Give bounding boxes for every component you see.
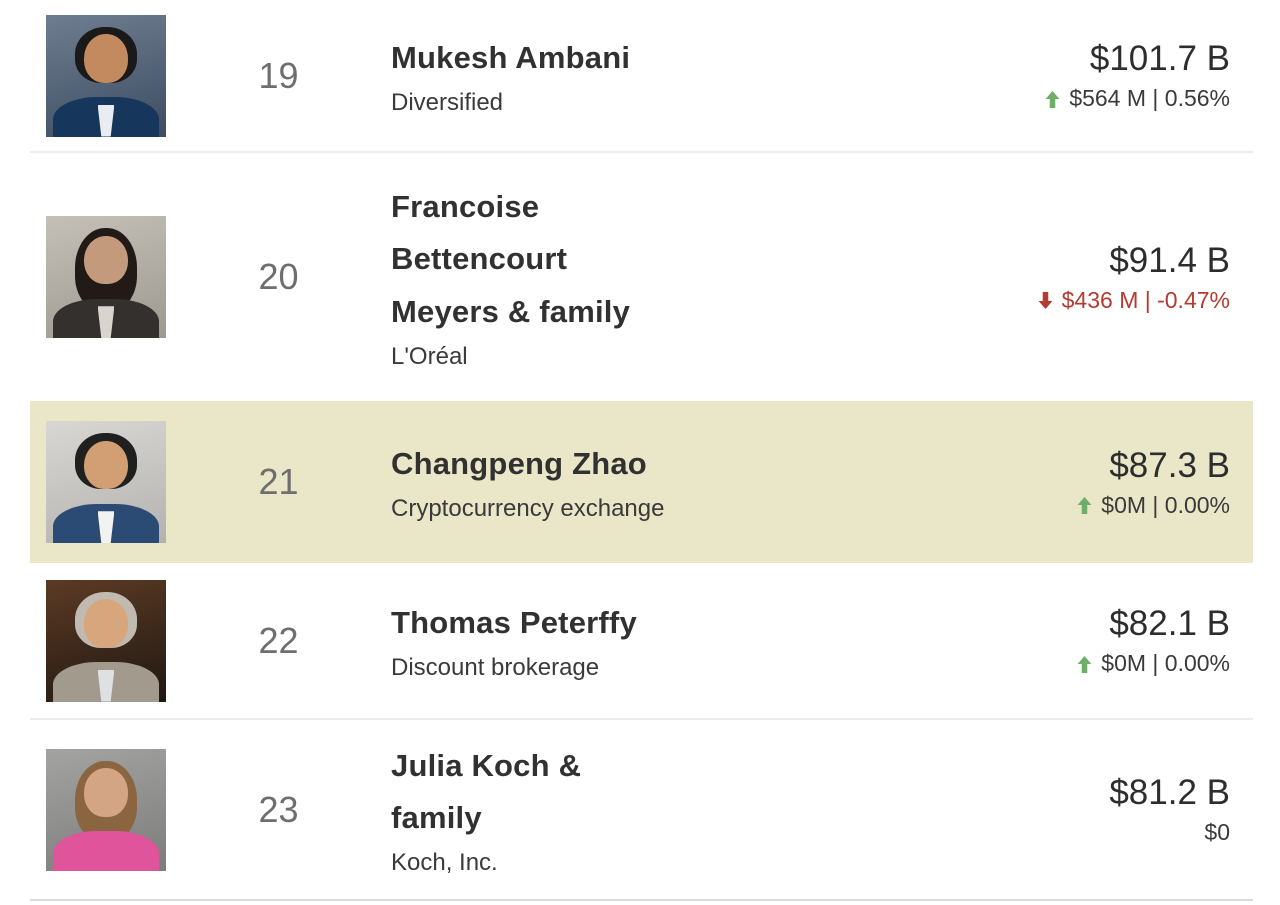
profile-photo <box>46 14 166 137</box>
person-info: Thomas Peterffy Discount brokerage <box>391 583 1077 698</box>
net-worth-change: $436 M | -0.47% <box>1038 287 1230 315</box>
change-text: $436 M | -0.47% <box>1061 286 1230 313</box>
wealth-source: Cryptocurrency exchange <box>391 495 665 523</box>
change-arrow-icon <box>1038 292 1053 309</box>
worth-block: $101.7 B $564 M | 0.56% <box>1045 38 1230 113</box>
profile-photo <box>46 421 166 543</box>
wealth-source: L'Oréal <box>391 342 468 370</box>
rank-number: 22 <box>258 619 299 661</box>
person-info: Changpeng Zhao Cryptocurrency exchange <box>391 424 1077 539</box>
worth-block: $87.3 B $0M | 0.00% <box>1077 445 1230 520</box>
portrait-shirt <box>97 838 115 871</box>
person-info: Julia Koch & family Koch, Inc. <box>391 726 1109 894</box>
portrait-face <box>84 768 128 817</box>
person-name[interactable]: Julia Koch & family <box>391 747 582 836</box>
change-text: $0M | 0.00% <box>1101 650 1230 677</box>
portrait-face <box>84 440 128 490</box>
profile-photo <box>46 579 166 702</box>
net-worth: $101.7 B <box>1089 39 1230 79</box>
portrait-shirt <box>97 511 115 543</box>
person-name[interactable]: Changpeng Zhao <box>391 446 647 482</box>
portrait-shirt <box>97 306 115 338</box>
profile-photo <box>46 748 166 871</box>
list-item-highlighted[interactable]: 21 Changpeng Zhao Cryptocurrency exchang… <box>30 401 1253 563</box>
billionaires-list: 19 Mukesh Ambani Diversified $101.7 B $5… <box>30 0 1253 901</box>
net-worth-change: $564 M | 0.56% <box>1045 85 1230 113</box>
change-text: $0 <box>1204 819 1230 846</box>
portrait-shirt <box>97 104 115 137</box>
net-worth: $81.2 B <box>1109 773 1230 813</box>
list-item[interactable]: 19 Mukesh Ambani Diversified $101.7 B $5… <box>30 0 1253 153</box>
worth-block: $91.4 B $436 M | -0.47% <box>1038 240 1230 315</box>
net-worth-change: $0M | 0.00% <box>1077 650 1230 678</box>
change-text: $0M | 0.00% <box>1101 491 1230 518</box>
net-worth: $82.1 B <box>1109 604 1230 644</box>
rank-number: 21 <box>258 461 299 502</box>
portrait-face <box>84 34 128 83</box>
net-worth-change: $0M | 0.00% <box>1077 492 1230 520</box>
net-worth: $87.3 B <box>1109 445 1230 485</box>
wealth-source: Diversified <box>391 88 504 116</box>
person-name[interactable]: Thomas Peterffy <box>391 604 637 640</box>
list-item[interactable]: 23 Julia Koch & family Koch, Inc. $81.2 … <box>30 720 1253 901</box>
net-worth: $91.4 B <box>1109 240 1230 280</box>
list-item[interactable]: 22 Thomas Peterffy Discount brokerage $8… <box>30 563 1253 720</box>
portrait-face <box>84 599 128 648</box>
change-arrow-icon <box>1045 90 1060 108</box>
change-arrow-icon <box>1077 497 1092 514</box>
rank-number: 23 <box>258 788 299 830</box>
change-arrow-icon <box>1077 655 1092 673</box>
wealth-source: Koch, Inc. <box>391 848 498 876</box>
worth-block: $81.2 B $0 <box>1109 772 1230 847</box>
net-worth-change: $0 <box>1109 819 1230 847</box>
rank-number: 20 <box>258 256 299 297</box>
portrait-face <box>84 235 128 285</box>
list-item[interactable]: 20 Francoise Bettencourt Meyers & family… <box>30 153 1253 401</box>
person-name[interactable]: Mukesh Ambani <box>391 39 631 75</box>
change-text: $564 M | 0.56% <box>1069 85 1230 112</box>
wealth-source: Discount brokerage <box>391 653 600 681</box>
person-name[interactable]: Francoise Bettencourt Meyers & family <box>391 188 631 330</box>
person-info: Mukesh Ambani Diversified <box>391 18 1045 133</box>
profile-photo <box>46 216 166 338</box>
rank-number: 19 <box>258 54 299 96</box>
portrait-shirt <box>97 669 115 702</box>
worth-block: $82.1 B $0M | 0.00% <box>1077 603 1230 678</box>
person-info: Francoise Bettencourt Meyers & family L'… <box>391 167 1038 387</box>
